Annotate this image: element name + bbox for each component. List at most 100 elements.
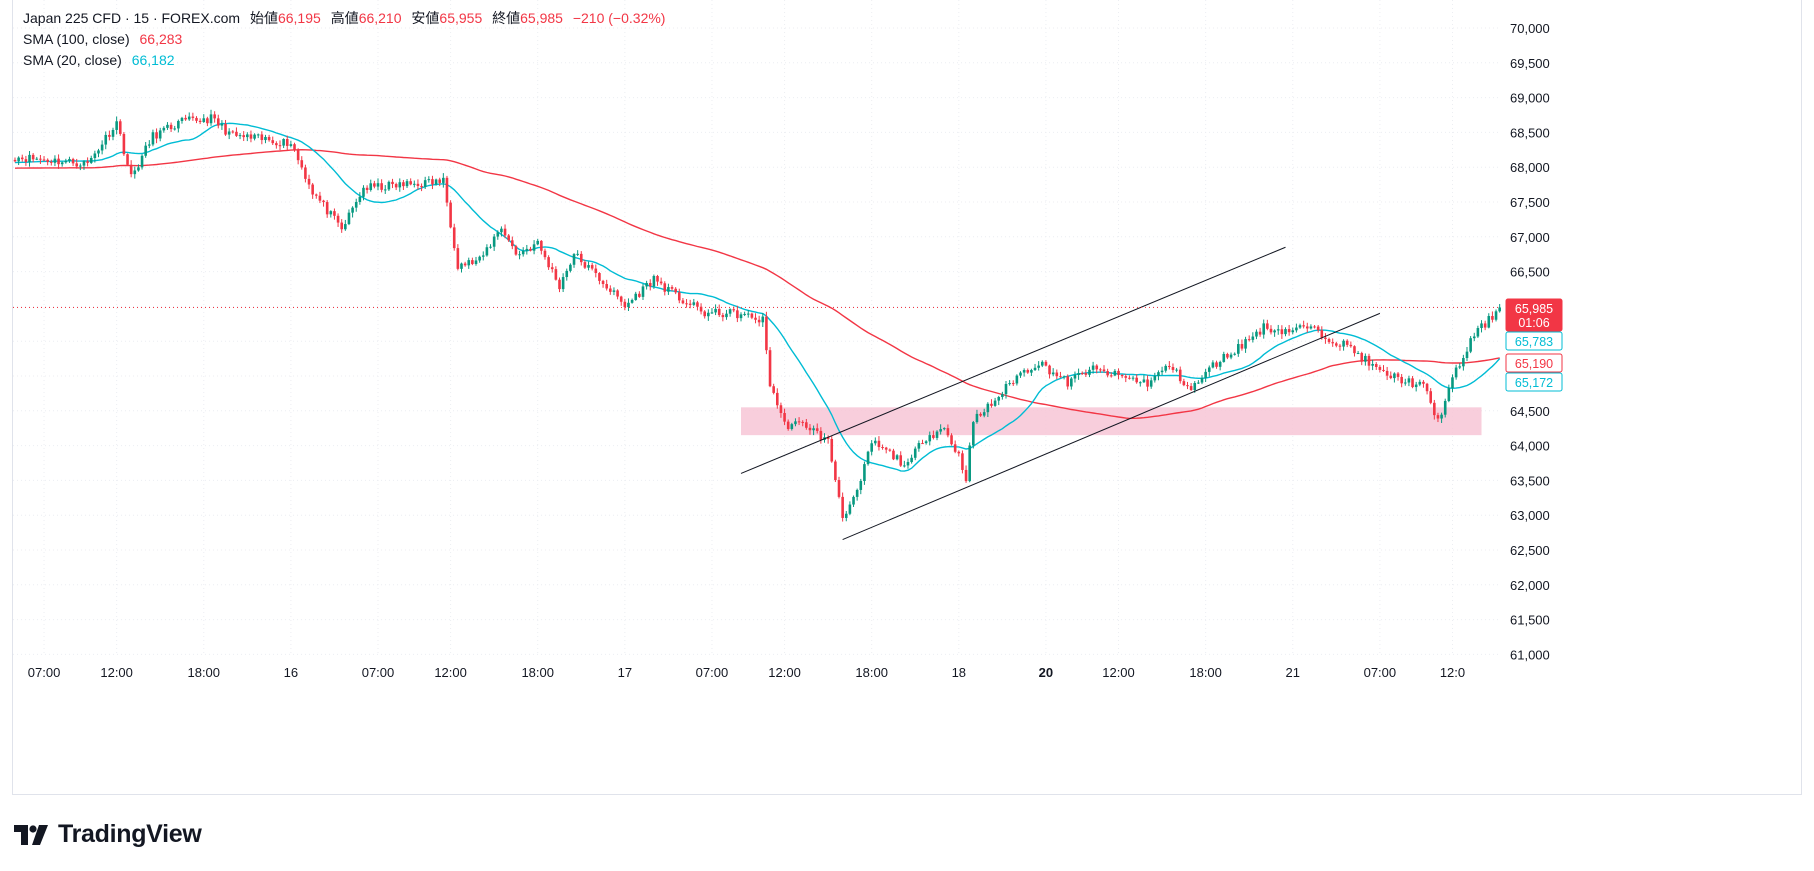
chart-frame[interactable]: 61,000 61,500 62,000 62,500 63,000 63,500 64,0… — [12, 0, 1802, 795]
candle — [1472, 332, 1476, 342]
candle-body — [1349, 344, 1353, 347]
candle — [314, 193, 318, 199]
candle-body — [140, 155, 144, 168]
candle-body — [1011, 383, 1015, 385]
candle-body — [757, 319, 761, 323]
candle-body — [739, 314, 743, 319]
tradingview-brand[interactable]: TradingView — [14, 820, 202, 849]
candle — [293, 142, 296, 152]
price-tag-sma100: 65,190 — [1505, 353, 1563, 373]
candle — [674, 287, 677, 295]
candle-body — [1262, 323, 1266, 335]
candle — [206, 116, 209, 127]
candle-body — [892, 450, 895, 460]
candle — [692, 298, 696, 307]
price-tag-sma100-text: 65,190 — [1515, 357, 1553, 371]
y-tick-label: 68,500 — [1510, 125, 1550, 140]
candle — [1091, 361, 1095, 374]
candle-body — [670, 287, 674, 289]
candle-body — [1113, 370, 1117, 376]
candle-body — [1483, 323, 1487, 328]
candle — [452, 223, 456, 251]
open-label: 始値 — [249, 10, 278, 26]
candle — [467, 257, 471, 269]
legend-sma20-row[interactable]: SMA (20, close) 66,182 — [23, 50, 665, 71]
candle — [830, 436, 834, 463]
candle-body — [383, 189, 387, 191]
candle — [64, 158, 68, 164]
candle-body — [373, 183, 376, 187]
candle-body — [540, 240, 543, 251]
candle — [946, 424, 950, 438]
candle — [1131, 375, 1135, 381]
candle — [968, 442, 971, 483]
candle — [53, 155, 57, 167]
candle-body — [1240, 344, 1244, 349]
legend-sma100-row[interactable]: SMA (100, close) 66,283 — [23, 29, 665, 50]
candle-body — [118, 121, 122, 134]
candle-body — [1059, 376, 1062, 378]
candle-body — [376, 183, 380, 187]
candle-body — [184, 117, 187, 120]
candle — [93, 150, 97, 163]
candle — [322, 199, 325, 207]
candle-body — [1175, 369, 1178, 371]
candle — [1157, 370, 1160, 381]
candle-body — [601, 280, 605, 285]
candle — [75, 158, 79, 169]
candle — [1327, 337, 1331, 344]
candle-body — [256, 134, 260, 136]
candle — [365, 185, 369, 194]
candle-body — [707, 312, 710, 317]
candle-body — [242, 135, 245, 138]
candles — [13, 109, 1501, 522]
candle — [957, 450, 961, 457]
candle — [1371, 359, 1374, 371]
candle — [307, 174, 311, 189]
candle-body — [1106, 371, 1109, 376]
candle-body — [115, 121, 118, 130]
candle-body — [1436, 415, 1440, 419]
candle — [57, 154, 60, 169]
candle — [612, 287, 616, 296]
candle — [246, 132, 249, 142]
candle-body — [1440, 414, 1443, 419]
candle — [362, 185, 365, 201]
candle — [819, 427, 823, 444]
candle — [881, 444, 884, 450]
candle-body — [975, 413, 979, 423]
chart-canvas[interactable]: 61,000 61,500 62,000 62,500 63,000 63,500 64,0… — [13, 0, 1803, 795]
candle-body — [511, 240, 514, 247]
candle — [191, 112, 195, 121]
candle — [924, 440, 928, 445]
candle — [79, 163, 82, 171]
candle-body — [1004, 384, 1008, 395]
candle — [1022, 368, 1026, 377]
candle-body — [1197, 382, 1200, 384]
candle — [409, 178, 412, 186]
candle — [195, 116, 198, 124]
candle — [942, 427, 946, 431]
candle — [1128, 375, 1131, 380]
candle — [1244, 336, 1247, 353]
candle-body — [623, 301, 627, 308]
candle — [757, 315, 761, 327]
symbol-title[interactable]: Japan 225 CFD · 15 · FOREX.com — [23, 10, 241, 26]
price-tag-last-countdown: 01:06 — [1518, 316, 1549, 330]
candle-body — [260, 134, 264, 141]
candle — [1019, 371, 1022, 378]
candle — [1353, 345, 1356, 357]
candle — [1186, 381, 1189, 390]
candle — [1178, 366, 1182, 384]
candle-body — [906, 462, 910, 466]
candle — [841, 492, 844, 522]
candle-body — [667, 287, 670, 292]
candle — [431, 175, 434, 190]
candle — [118, 119, 122, 136]
candle — [855, 488, 859, 501]
candle-body — [768, 350, 772, 387]
candle-body — [438, 179, 442, 183]
candle-body — [590, 265, 594, 269]
candle — [652, 274, 656, 289]
candle-body — [1269, 328, 1273, 333]
